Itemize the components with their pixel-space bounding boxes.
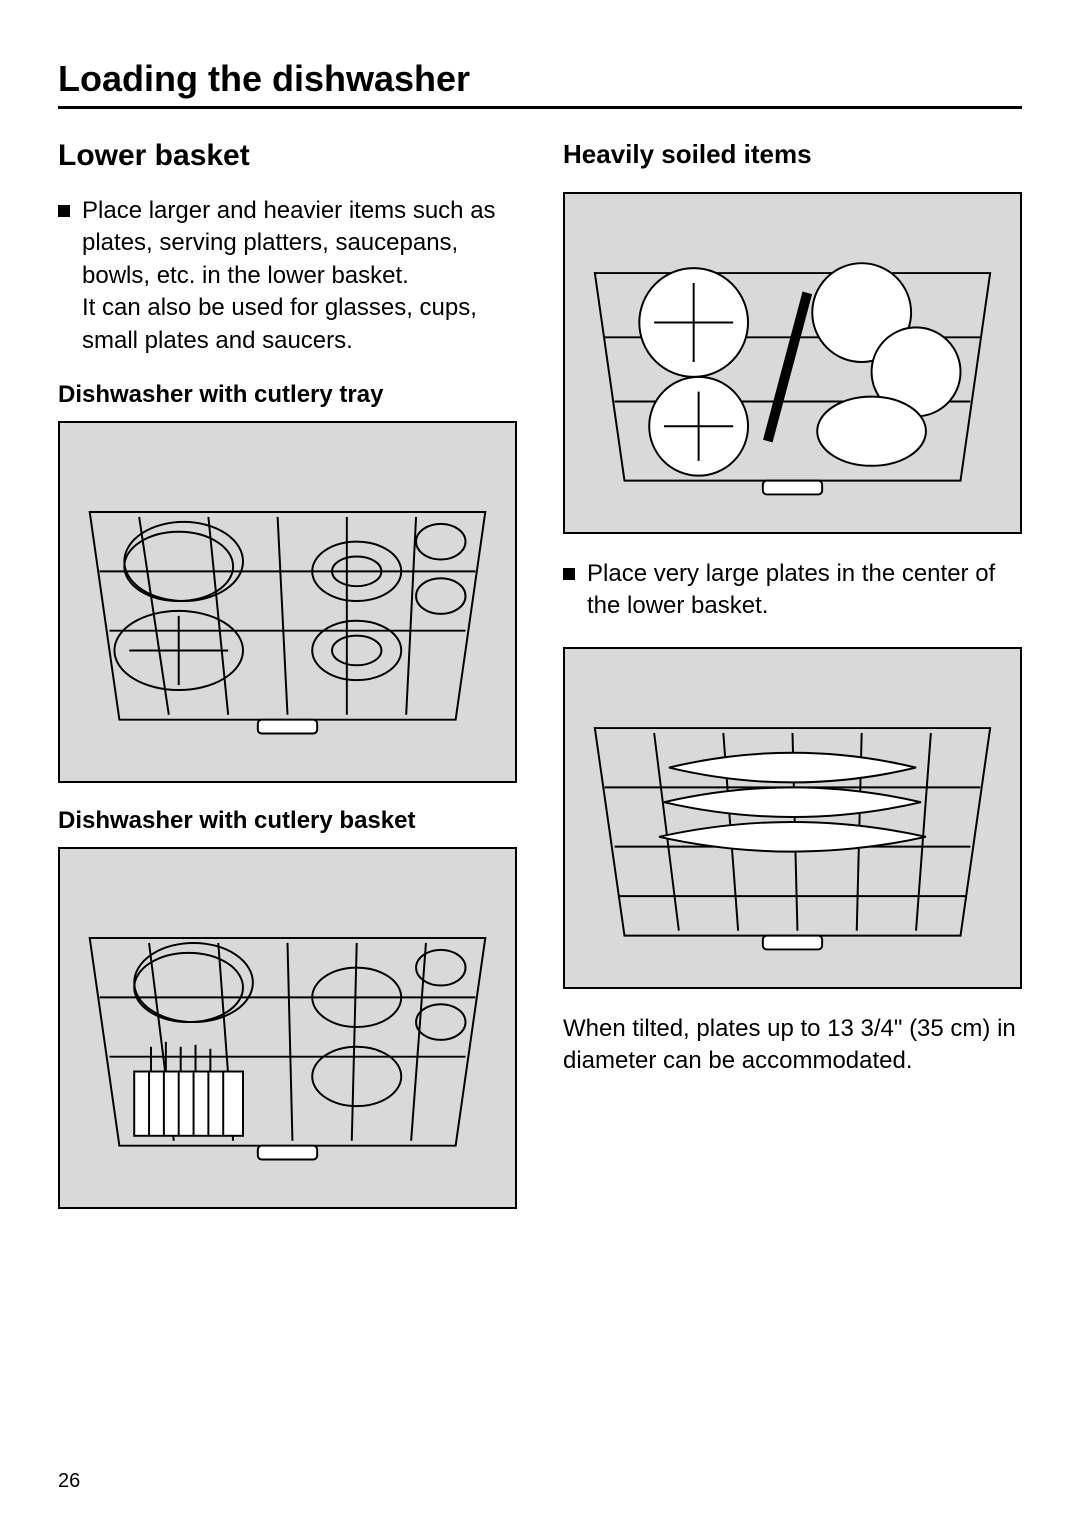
page: Loading the dishwasher Lower basket Plac… xyxy=(0,0,1080,1529)
title-rule xyxy=(58,106,1022,109)
page-number: 26 xyxy=(58,1470,80,1493)
heavily-soiled-heading: Heavily soiled items xyxy=(563,139,1022,170)
figure-heavily-soiled-svg xyxy=(565,194,1020,532)
bullet-marker-icon xyxy=(563,568,575,580)
large-plates-bullet: Place very large plates in the center of… xyxy=(563,558,1022,623)
large-plates-bullet-text: Place very large plates in the center of… xyxy=(587,558,1022,623)
figure-cutlery-basket xyxy=(58,847,517,1209)
right-column: Heavily soiled items xyxy=(563,139,1022,1233)
cutlery-tray-subheading: Dishwasher with cutlery tray xyxy=(58,381,517,409)
page-title: Loading the dishwasher xyxy=(58,58,1022,100)
figure-heavily-soiled xyxy=(563,192,1022,534)
figure-cutlery-tray-svg xyxy=(60,423,515,781)
left-column: Lower basket Place larger and heavier it… xyxy=(58,139,517,1233)
content-columns: Lower basket Place larger and heavier it… xyxy=(58,139,1022,1233)
cutlery-basket-subheading: Dishwasher with cutlery basket xyxy=(58,807,517,835)
figure-cutlery-tray xyxy=(58,421,517,783)
tilted-plates-caption: When tilted, plates up to 13 3/4" (35 cm… xyxy=(563,1013,1022,1078)
figure-cutlery-basket-svg xyxy=(60,849,515,1207)
figure-large-plates-svg xyxy=(565,649,1020,987)
lower-basket-bullet: Place larger and heavier items such as p… xyxy=(58,195,517,357)
figure-large-plates xyxy=(563,647,1022,989)
bullet-marker-icon xyxy=(58,205,70,217)
lower-basket-bullet-text: Place larger and heavier items such as p… xyxy=(82,195,517,357)
lower-basket-heading: Lower basket xyxy=(58,139,517,173)
